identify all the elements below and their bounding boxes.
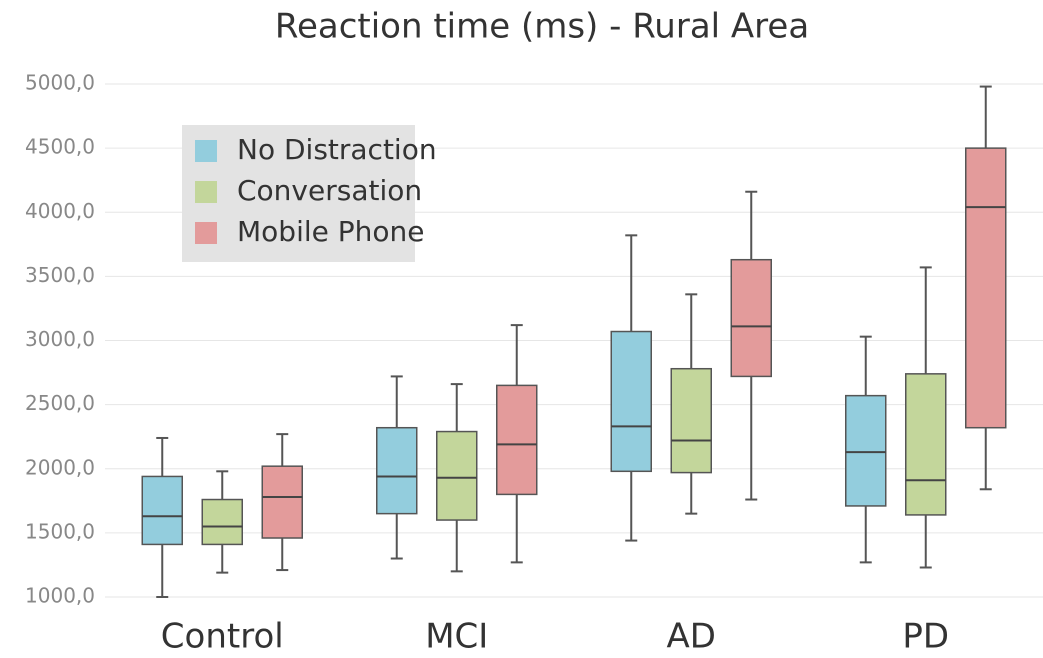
- box-body: [670, 367, 712, 474]
- y-tick-label: 1000,0: [25, 584, 95, 608]
- box: [376, 375, 418, 560]
- box-body: [845, 394, 887, 507]
- box: [845, 335, 887, 564]
- y-tick-label: 5000,0: [25, 71, 95, 95]
- legend-swatch: [195, 140, 217, 162]
- box-body: [376, 426, 418, 515]
- box: [141, 436, 183, 598]
- box: [965, 85, 1007, 491]
- box: [670, 293, 712, 515]
- box-body: [201, 498, 243, 546]
- y-tick-label: 2000,0: [25, 455, 95, 479]
- y-tick-label: 4500,0: [25, 135, 95, 159]
- legend-label: Mobile Phone: [237, 215, 424, 248]
- y-tick-label: 4000,0: [25, 199, 95, 223]
- y-tick-label: 3500,0: [25, 263, 95, 287]
- legend-label: No Distraction: [237, 133, 437, 166]
- box-body: [730, 258, 772, 378]
- x-tick-label: Control: [161, 617, 284, 657]
- box: [436, 383, 478, 573]
- chart-title: Reaction time (ms) - Rural Area: [275, 7, 809, 47]
- legend-swatch: [195, 181, 217, 203]
- box-body: [261, 465, 303, 539]
- x-tick-label: AD: [667, 617, 716, 657]
- y-tick-label: 3000,0: [25, 327, 95, 351]
- box: [261, 433, 303, 572]
- box-body: [610, 330, 652, 473]
- box: [496, 324, 538, 564]
- box-body: [905, 373, 947, 516]
- x-tick-label: PD: [902, 617, 949, 657]
- y-tick-label: 2500,0: [25, 391, 95, 415]
- box-body: [965, 147, 1007, 429]
- box: [730, 190, 772, 501]
- legend-background: [182, 125, 415, 262]
- box: [610, 234, 652, 542]
- y-tick-label: 1500,0: [25, 519, 95, 543]
- box-body: [141, 475, 183, 546]
- legend: No Distraction Conversation Mobile Phone: [182, 125, 437, 262]
- legend-label: Conversation: [237, 174, 422, 207]
- box-body: [496, 384, 538, 496]
- legend-swatch: [195, 222, 217, 244]
- box: [905, 266, 947, 569]
- box-body: [436, 430, 478, 521]
- x-tick-label: MCI: [425, 617, 488, 657]
- box: [201, 470, 243, 574]
